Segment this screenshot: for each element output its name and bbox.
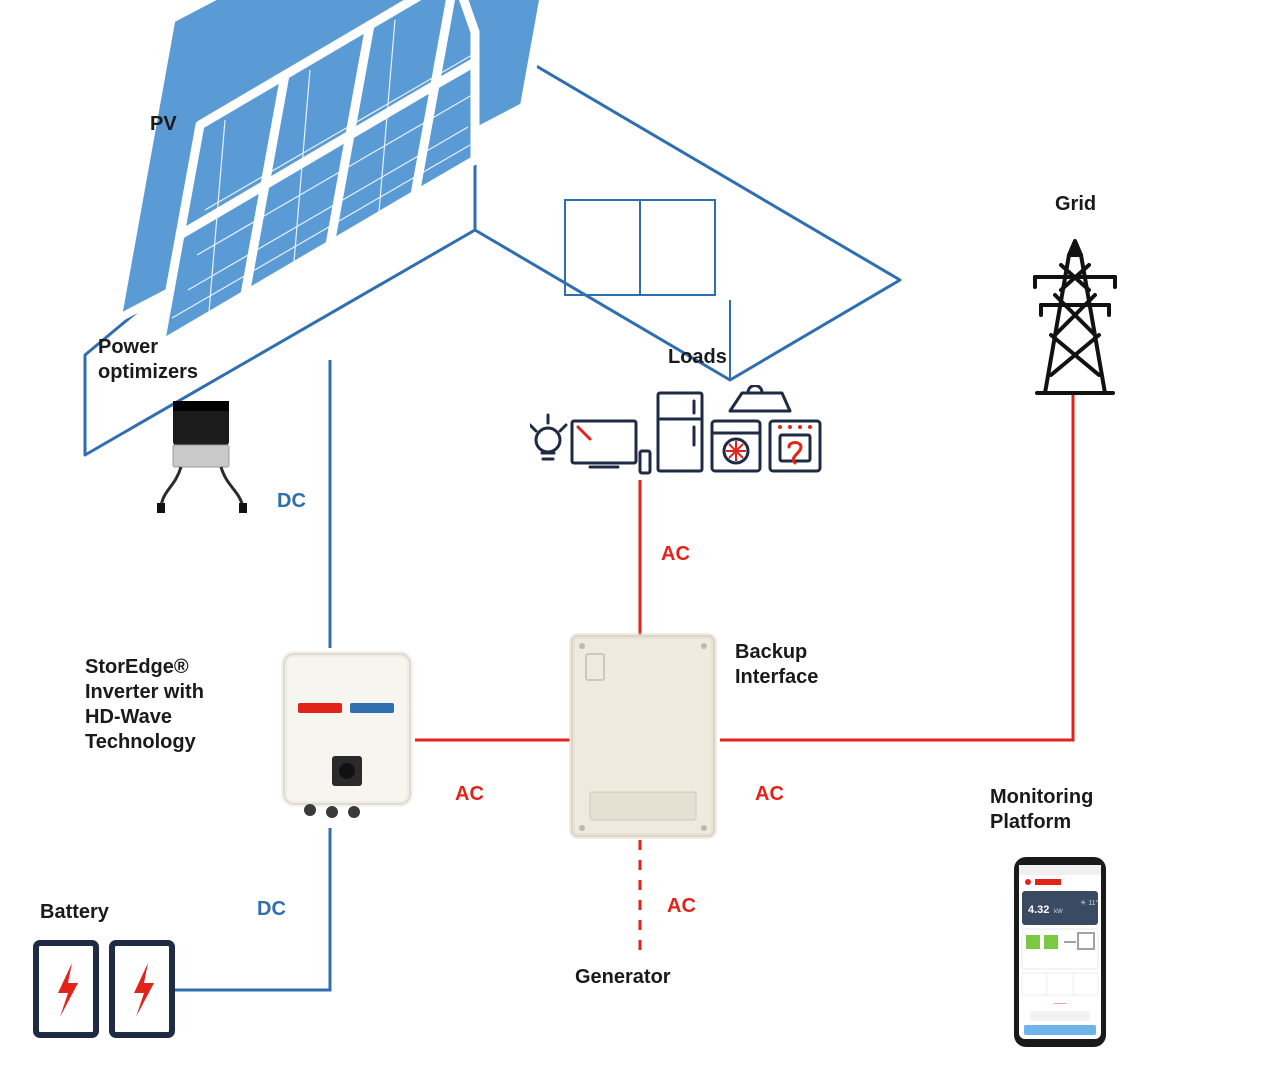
battery-icon [30, 935, 180, 1045]
generator-label: Generator [575, 965, 671, 990]
optimizers-label: Power optimizers [98, 335, 198, 385]
ac-label-1: AC [455, 783, 484, 806]
backup-label: Backup Interface [735, 640, 818, 690]
backup-interface-icon [568, 632, 718, 842]
dc-label-1: DC [277, 490, 306, 513]
loads-icon [530, 385, 830, 480]
battery-label: Battery [40, 900, 109, 925]
solar-array-icon [150, 0, 475, 360]
inverter-label: StorEdge® Inverter with HD-Wave Technolo… [85, 655, 204, 755]
svg-text:───: ─── [1053, 1001, 1068, 1007]
ac-label-3: AC [755, 783, 784, 806]
monitoring-label: Monitoring Platform [990, 785, 1093, 835]
ac-label-2: AC [661, 543, 690, 566]
monitoring-phone-icon: 4.32 kW ☀ 11° ─── [1010, 855, 1110, 1050]
inverter-icon [280, 648, 415, 828]
loads-label: Loads [668, 345, 727, 370]
solar-panels-icon [110, 0, 485, 345]
svg-text:kW: kW [1054, 909, 1063, 915]
pv-label: PV [150, 112, 177, 137]
dc-label-2: DC [257, 898, 286, 921]
grid-tower-icon [1025, 235, 1125, 395]
svg-text:4.32: 4.32 [1028, 904, 1049, 916]
svg-text:☀ 11°: ☀ 11° [1080, 899, 1098, 907]
ac-label-4: AC [667, 895, 696, 918]
grid-label: Grid [1055, 192, 1096, 217]
power-optimizer-icon [155, 395, 250, 515]
